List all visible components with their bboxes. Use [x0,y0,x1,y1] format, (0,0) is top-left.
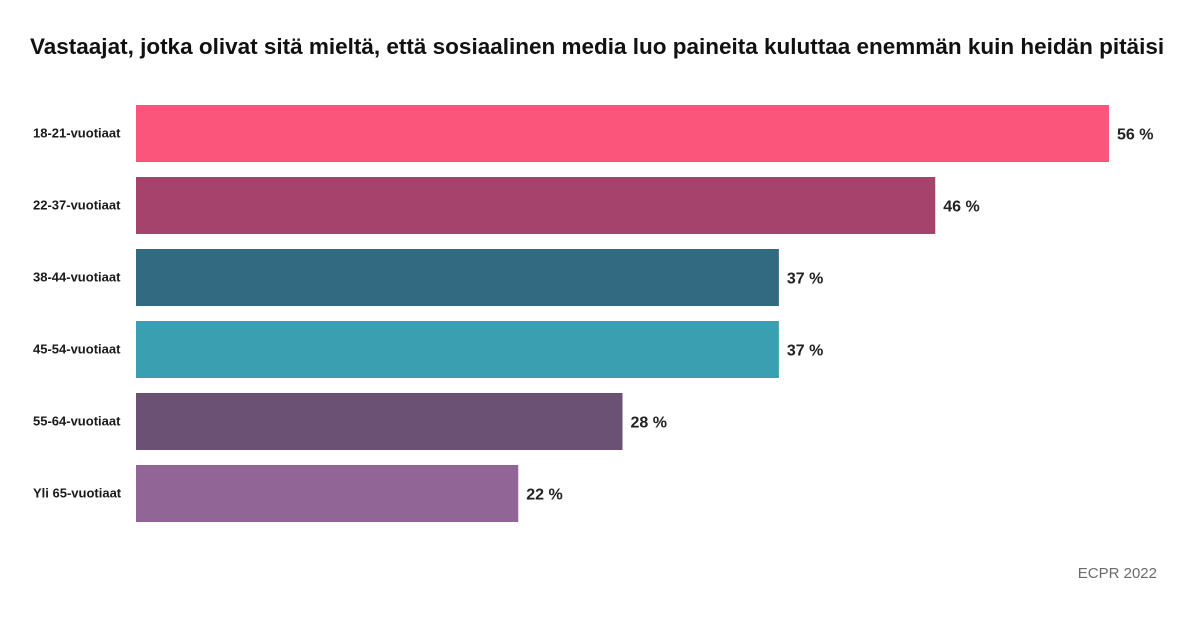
value-label-4: 37 % [787,343,823,360]
value-label-6: 22 % [526,487,562,504]
bar-6 [136,465,519,522]
value-label-1: 56 % [1117,127,1153,144]
value-label-3: 37 % [787,271,823,288]
bar-2 [136,177,936,234]
bar-5 [136,393,623,450]
bar-3 [136,249,779,306]
category-label-5: 55-64-vuotiaat [33,414,121,429]
bar-4 [136,321,779,378]
category-label-4: 45-54-vuotiaat [33,342,121,357]
chart-title: Vastaajat, jotka olivat sitä mieltä, ett… [30,34,1165,59]
category-label-2: 22-37-vuotiaat [33,198,121,213]
category-label-6: Yli 65-vuotiaat [33,486,122,501]
value-label-5: 28 % [631,415,667,432]
value-label-2: 46 % [943,199,979,216]
source-note: ECPR 2022 [1077,565,1157,582]
bar-1 [136,105,1109,162]
category-label-1: 18-21-vuotiaat [33,126,121,141]
category-label-3: 38-44-vuotiaat [33,270,121,285]
